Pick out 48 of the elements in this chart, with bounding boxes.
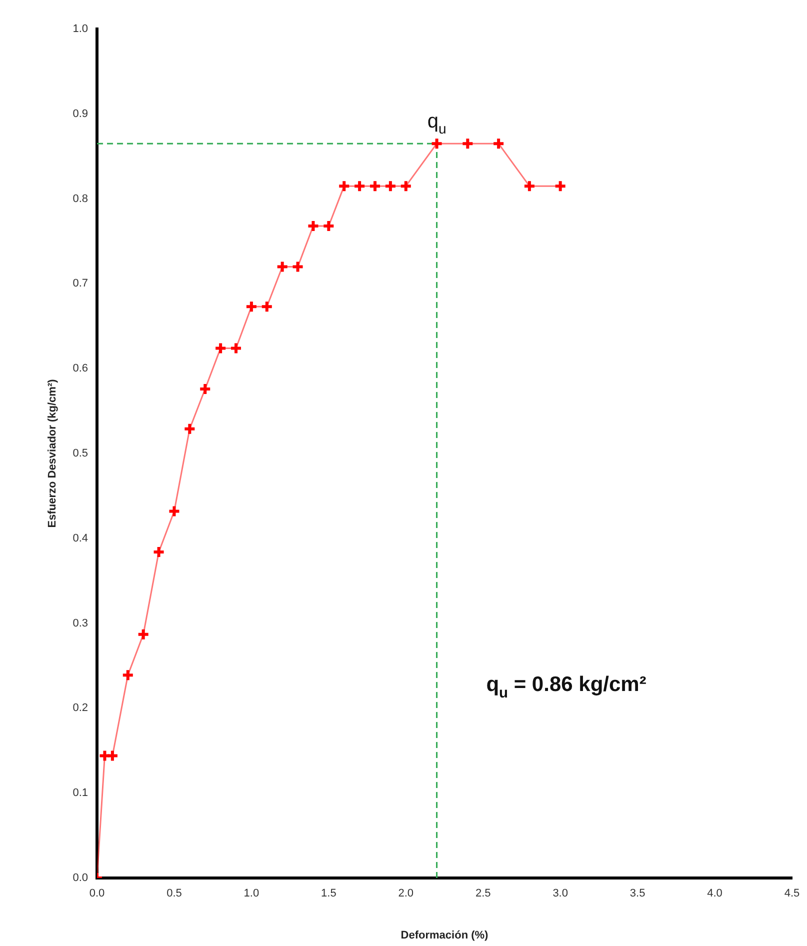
- point: [230, 342, 242, 355]
- x-tick-label: 1.5: [321, 888, 336, 900]
- point: [306, 219, 320, 232]
- x-tick-label: 1.0: [244, 888, 260, 900]
- x-axis-title: Deformación (%): [400, 929, 489, 942]
- x-tick-label: 2.0: [398, 888, 414, 900]
- point: [554, 180, 567, 193]
- point: [136, 628, 150, 641]
- point: [384, 180, 397, 193]
- y-tick-label: 0.5: [72, 448, 88, 460]
- y-tick-label: 0.9: [72, 108, 88, 120]
- x-tick-label: 4.0: [707, 888, 722, 900]
- point: [260, 300, 274, 314]
- point: [152, 545, 166, 558]
- point: [522, 180, 536, 193]
- point: [106, 749, 119, 762]
- point: [183, 422, 196, 436]
- y-tick-label: 0.0: [72, 872, 88, 884]
- y-tick-label: 0.7: [72, 278, 88, 290]
- x-tick-label: 0.0: [89, 888, 105, 900]
- point: [399, 180, 412, 193]
- point: [214, 342, 228, 355]
- x-tick-label: 0.5: [166, 888, 182, 900]
- y-tick-label: 0.1: [72, 787, 88, 800]
- x-tick-label: 3.0: [552, 888, 568, 900]
- y-tick-label: 0.2: [72, 702, 88, 714]
- x-tick-label: 3.5: [630, 888, 646, 900]
- point: [121, 668, 134, 682]
- y-tick-label: 0.8: [72, 192, 88, 205]
- y-tick-label: 0.3: [72, 617, 88, 630]
- point: [244, 300, 258, 314]
- point: [291, 260, 304, 274]
- y-tick-label: 1.0: [72, 23, 88, 36]
- point: [353, 180, 366, 193]
- point: [168, 504, 181, 518]
- x-tick-label: 2.5: [475, 888, 491, 900]
- x-tick-label: 4.5: [784, 888, 800, 900]
- y-tick-label: 0.4: [72, 532, 88, 544]
- point: [338, 180, 351, 193]
- point: [198, 382, 212, 396]
- point: [461, 137, 474, 150]
- point: [322, 219, 336, 232]
- y-axis-title: Esfuerzo Desviador (kg/cm²): [46, 378, 59, 528]
- point: [430, 137, 444, 150]
- point: [368, 180, 382, 193]
- point: [492, 137, 506, 150]
- y-tick-label: 0.6: [72, 362, 88, 375]
- point: [276, 260, 289, 274]
